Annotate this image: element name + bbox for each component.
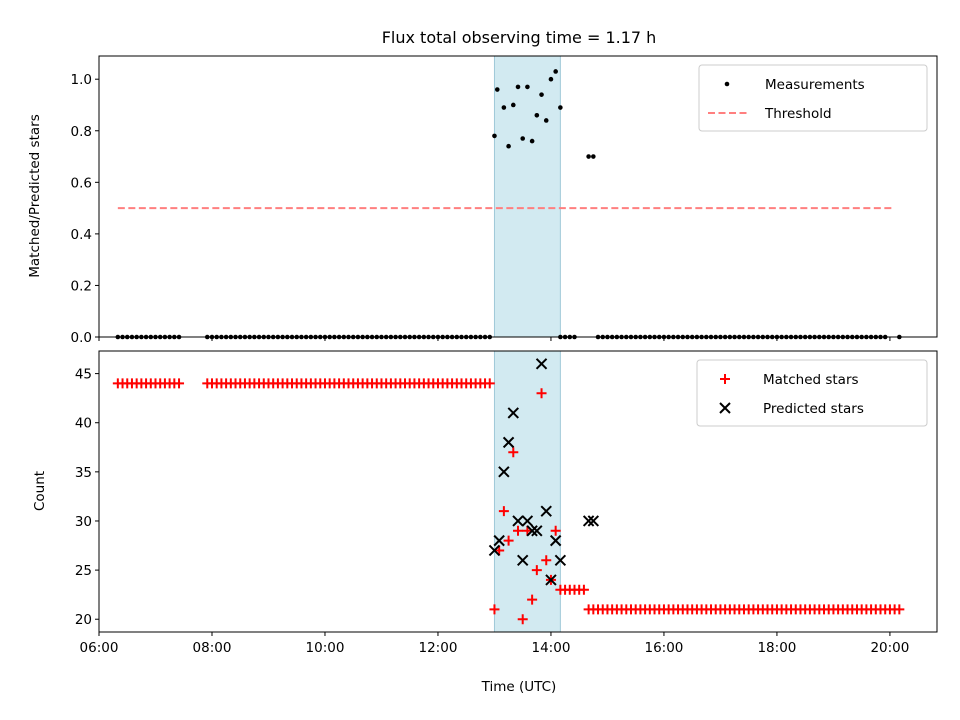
bottom-x-tick-label: 06:00 [80, 640, 119, 656]
legend-entry-label: Predicted stars [763, 401, 864, 417]
data-point [531, 525, 543, 537]
data-point [527, 594, 538, 605]
data-point [503, 535, 514, 546]
bottom-x-tick-label: 10:00 [306, 640, 345, 656]
top-y-tick-label: 0.8 [71, 124, 92, 140]
data-point [515, 84, 521, 90]
legend-matched-handle [720, 374, 730, 384]
data-point [525, 84, 530, 90]
data-point [489, 604, 500, 615]
data-point [484, 378, 495, 389]
data-point [501, 105, 507, 110]
data-point [894, 604, 905, 615]
data-point [558, 105, 563, 110]
top-y-axis-label: Matched/Predicted stars [27, 114, 43, 277]
bottom-series-matched-stars [112, 378, 905, 625]
data-point [529, 138, 535, 144]
data-point [174, 378, 185, 389]
legend-entry-label: Threshold [764, 106, 832, 122]
data-point [508, 447, 519, 458]
bottom-y-axis-label: Count [32, 471, 48, 511]
bottom-y-tick-label: 45 [75, 367, 92, 383]
data-point [549, 534, 562, 547]
top-legend: Measurements Threshold [698, 64, 928, 132]
data-point [591, 154, 596, 159]
data-point [554, 554, 567, 566]
legend-measurements-handle [724, 81, 730, 87]
top-legend-box [698, 64, 928, 132]
data-point [520, 136, 526, 141]
data-point [536, 388, 547, 399]
data-point [498, 466, 510, 478]
bottom-observing-window-span [493, 350, 561, 633]
data-point [578, 584, 589, 595]
data-point [507, 407, 519, 419]
bottom-y-tick-label: 30 [75, 514, 92, 530]
data-point [548, 76, 554, 82]
legend-predicted-handle [719, 402, 731, 414]
data-point [531, 565, 542, 576]
data-point [541, 555, 552, 566]
bottom-x-tick-label: 12:00 [419, 640, 458, 656]
bottom-x-tick-label: 16:00 [644, 640, 683, 656]
bottom-x-tick-label: 08:00 [193, 640, 232, 656]
legend-entry-label: Matched stars [763, 372, 859, 388]
data-point [543, 118, 549, 123]
bottom-x-tick-label: 18:00 [757, 640, 796, 656]
data-point [493, 534, 505, 547]
data-point [521, 515, 534, 527]
bottom-legend-box [696, 359, 928, 427]
data-point [540, 505, 552, 517]
data-point [510, 102, 516, 108]
chart-title: Flux total observing time = 1.17 h [382, 28, 657, 47]
top-observing-window-span [493, 55, 561, 338]
data-point [539, 92, 544, 97]
top-y-tick-label: 0.6 [71, 175, 92, 191]
data-point [553, 69, 558, 74]
top-panel: Matched/Predicted stars 0.0 0.2 0.4 0.6 0.8 1… [27, 55, 938, 346]
data-point [513, 525, 523, 536]
bottom-legend: Matched stars Predicted stars [696, 359, 928, 427]
bottom-y-tick-label: 20 [75, 612, 92, 628]
top-y-tick-label: 0.0 [71, 330, 92, 346]
data-point [488, 544, 501, 557]
top-y-tick-label: 0.4 [71, 227, 92, 243]
data-point [502, 436, 515, 449]
x-axis-label: Time (UTC) [481, 679, 557, 695]
data-point [492, 133, 497, 139]
data-point [535, 358, 548, 370]
data-point [550, 525, 561, 536]
data-point [545, 574, 557, 586]
legend-entry-label: Measurements [765, 77, 865, 93]
data-point [498, 506, 509, 517]
top-y-tick-label: 1.0 [71, 72, 92, 88]
top-axes-frame [98, 55, 938, 338]
data-point [534, 112, 540, 118]
bottom-x-tick-label: 20:00 [870, 640, 909, 656]
data-point [526, 525, 538, 537]
data-point [586, 154, 591, 159]
bottom-x-tick-label: 14:00 [532, 640, 571, 656]
data-point [587, 515, 600, 527]
bottom-series-predicted-stars [488, 358, 600, 586]
bottom-y-tick-label: 35 [75, 465, 92, 481]
data-point [517, 554, 529, 566]
data-point [506, 143, 511, 149]
data-point [512, 515, 524, 527]
bottom-y-tick-label: 40 [75, 416, 92, 432]
bottom-axes-frame [98, 350, 938, 633]
data-point [494, 87, 500, 92]
top-y-tick-label: 0.2 [71, 278, 92, 294]
data-point [517, 614, 528, 625]
data-point [582, 515, 595, 527]
bottom-panel: Count 20 25 30 35 40 45 06:00 08:00 10:00 12:00 14… [32, 350, 938, 656]
bottom-y-tick-label: 25 [75, 563, 92, 579]
